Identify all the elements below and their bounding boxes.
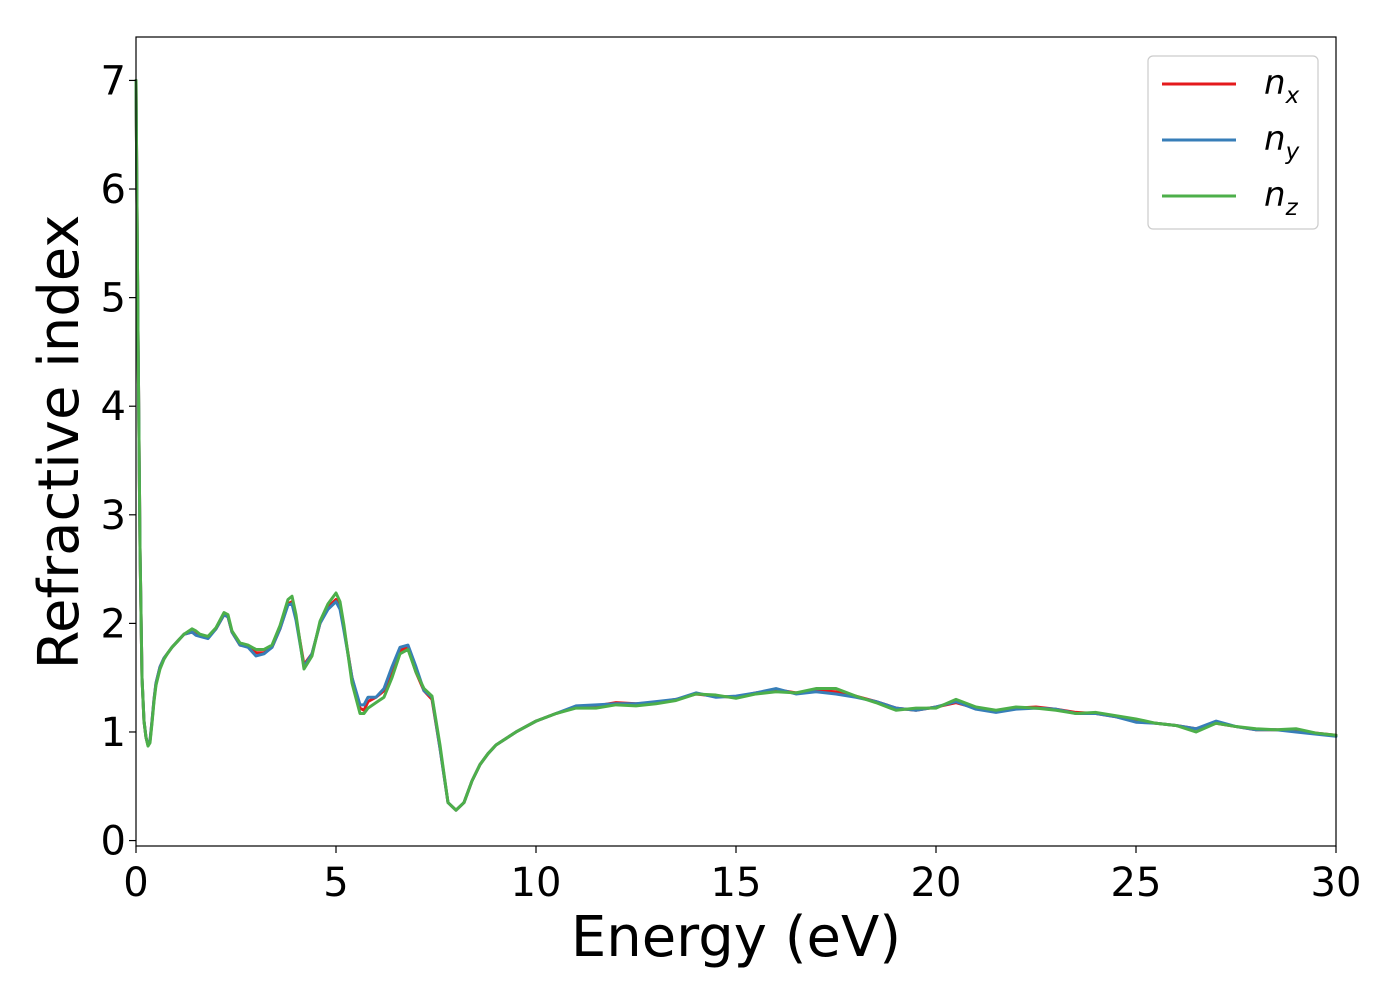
series-line-ny xyxy=(134,78,1338,812)
x-tick-label: 25 xyxy=(1111,860,1162,906)
y-tick-label: 3 xyxy=(101,493,126,539)
series-layer xyxy=(134,78,1338,812)
legend-label-nx: nx xyxy=(1264,63,1300,109)
x-axis-title: Energy (eV) xyxy=(571,905,901,970)
legend-label-nz: nz xyxy=(1264,175,1299,221)
legend-box xyxy=(1147,55,1319,230)
y-tick-label: 2 xyxy=(101,601,126,647)
y-tick-label: 6 xyxy=(101,167,126,213)
x-tick-label: 10 xyxy=(511,860,562,906)
y-tick-label: 7 xyxy=(101,58,126,104)
x-tick-label: 0 xyxy=(123,860,148,906)
x-axis: 0 5 10 15 20 25 30 xyxy=(123,846,1361,906)
x-tick-label: 20 xyxy=(911,860,962,906)
y-tick-label: 0 xyxy=(101,819,126,865)
series-line-nz xyxy=(134,78,1338,812)
y-axis-title: Refractive index xyxy=(27,215,92,670)
legend: nx ny nz xyxy=(1147,55,1319,230)
x-tick-label: 30 xyxy=(1311,860,1362,906)
legend-label-ny: ny xyxy=(1264,119,1300,165)
x-tick-label: 5 xyxy=(323,860,348,906)
y-tick-label: 4 xyxy=(101,384,126,430)
plot-area-background xyxy=(136,37,1336,846)
y-tick-label: 5 xyxy=(101,276,126,322)
y-tick-label: 1 xyxy=(101,710,126,756)
y-axis: 0 1 2 3 4 5 6 7 xyxy=(101,58,136,865)
x-tick-label: 15 xyxy=(711,860,762,906)
